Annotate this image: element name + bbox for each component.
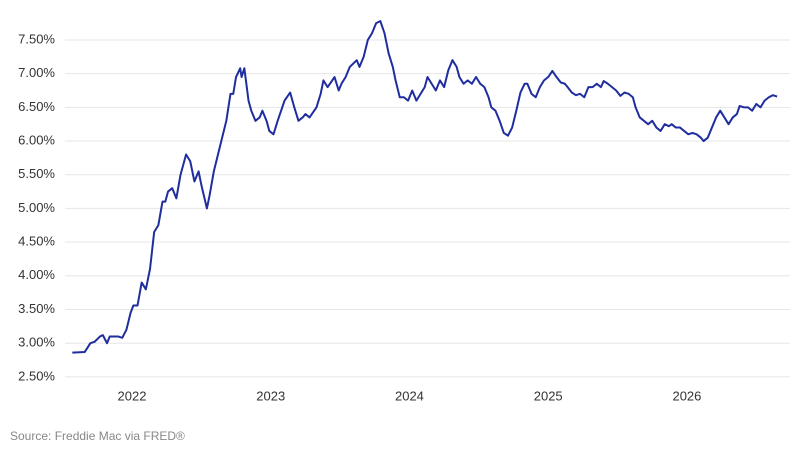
y-tick-label: 6.00%	[18, 132, 55, 147]
y-tick-label: 3.50%	[18, 301, 55, 316]
y-tick-label: 5.00%	[18, 200, 55, 215]
x-tick-label: 2026	[672, 388, 701, 403]
y-tick-label: 7.50%	[18, 31, 55, 46]
y-tick-label: 4.00%	[18, 267, 55, 282]
y-tick-label: 4.50%	[18, 234, 55, 249]
y-tick-label: 7.00%	[18, 65, 55, 80]
x-tick-label: 2024	[395, 388, 424, 403]
source-note: Source: Freddie Mac via FRED®	[10, 429, 185, 443]
x-tick-label: 2023	[256, 388, 285, 403]
data-line	[72, 20, 778, 354]
y-tick-label: 6.50%	[18, 99, 55, 114]
y-tick-label: 3.00%	[18, 335, 55, 350]
x-tick-label: 2022	[118, 388, 147, 403]
x-tick-label: 2025	[534, 388, 563, 403]
y-tick-label: 2.50%	[18, 368, 55, 383]
y-tick-label: 5.50%	[18, 166, 55, 181]
